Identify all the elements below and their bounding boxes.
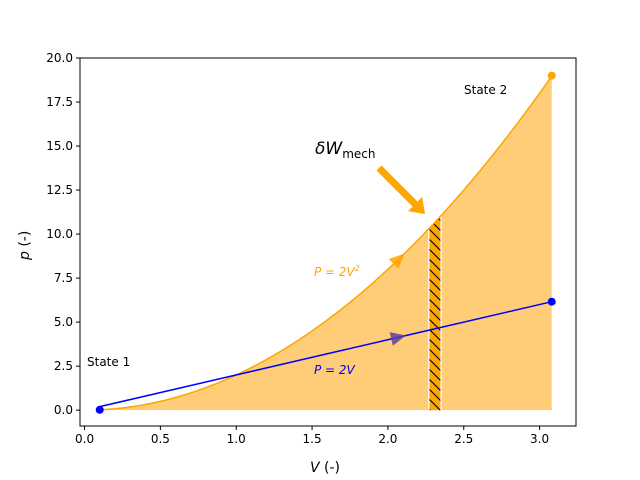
state-1-marker [95,405,104,414]
state-2-label: State 2 [464,83,507,97]
curve-label-main: P = 2V [314,265,356,279]
annotation-arrow-shape [376,165,425,214]
x-axis-label-symbol: V [310,460,321,476]
y-tick-label: 0.0 [54,403,73,417]
y-tick-label: 17.5 [46,95,73,109]
axes: 0.0 0.5 1.0 1.5 2.0 2.5 3.0 0.0 2.5 5.0 7.5 10.0 12.… [46,51,577,446]
x-axis-label-unit: (-) [320,460,340,476]
state-1-label: State 1 [87,355,130,369]
annotation-arrow [376,165,425,214]
y-axis-label-symbol: p [17,251,33,261]
line-direction-arrow [389,332,406,346]
delta-w-strip-hatch [428,215,442,411]
y-axis-label: p (-) [17,231,33,261]
x-tick-label: 1.5 [303,432,322,446]
delta-w-subscript: mech [342,147,375,161]
curve-p-2v-squared [99,75,553,411]
x-tick-label: 1.0 [227,432,246,446]
state-2-line-marker [547,297,556,306]
curve-label: P = 2V2 [314,264,360,279]
y-axis-label-unit: (-) [17,231,33,251]
x-tick-label: 3.0 [530,432,549,446]
axes-frame [79,57,577,427]
curve-direction-arrow [388,253,405,270]
y-tick-label: 5.0 [54,315,73,329]
y-tick-label: 12.5 [46,183,73,197]
x-tick-label: 2.5 [454,432,473,446]
y-tick-label: 10.0 [46,227,73,241]
y-tick-label: 7.5 [54,271,73,285]
state-2-curve-marker [547,71,556,80]
x-tick-label: 0.0 [75,432,94,446]
line-p-2v [99,300,552,408]
plot-area [95,71,556,414]
y-tick-label: 20.0 [46,51,73,65]
work-area-fill [99,76,552,411]
line-label: P = 2V [314,363,356,377]
delta-w-annotation: δWmech [315,139,376,161]
y-tick-label: 2.5 [54,359,73,373]
delta-w-symbol: δW [315,139,343,159]
x-axis-label: V (-) [310,460,340,476]
line-direction-arrow-shape [389,332,406,346]
x-tick-label: 2.0 [378,432,397,446]
y-tick-label: 15.0 [46,139,73,153]
x-tick-label: 0.5 [151,432,170,446]
curve-direction-arrow-shape [388,253,405,270]
curve-label-sup: 2 [355,264,360,273]
